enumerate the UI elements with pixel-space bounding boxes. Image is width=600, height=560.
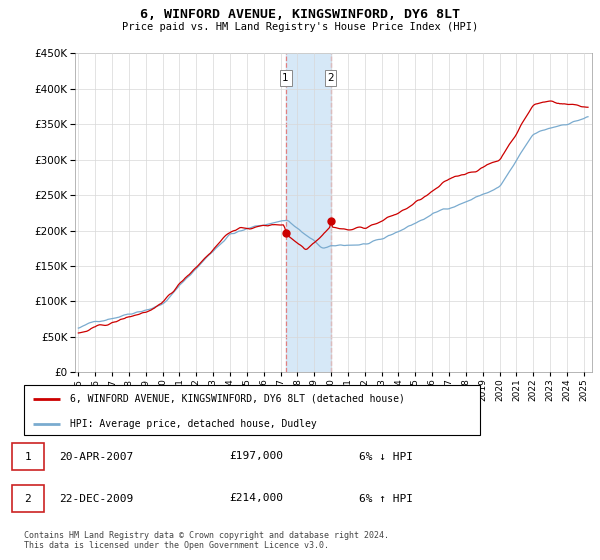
FancyBboxPatch shape xyxy=(12,485,44,512)
Text: 6, WINFORD AVENUE, KINGSWINFORD, DY6 8LT: 6, WINFORD AVENUE, KINGSWINFORD, DY6 8LT xyxy=(140,8,460,21)
Text: 6% ↓ HPI: 6% ↓ HPI xyxy=(359,451,413,461)
Text: HPI: Average price, detached house, Dudley: HPI: Average price, detached house, Dudl… xyxy=(70,419,316,429)
Text: 1: 1 xyxy=(25,451,31,461)
Text: 20-APR-2007: 20-APR-2007 xyxy=(59,451,133,461)
Bar xyxy=(286,53,331,372)
FancyBboxPatch shape xyxy=(12,443,44,470)
Text: Contains HM Land Registry data © Crown copyright and database right 2024.
This d: Contains HM Land Registry data © Crown c… xyxy=(24,531,389,550)
Text: Price paid vs. HM Land Registry's House Price Index (HPI): Price paid vs. HM Land Registry's House … xyxy=(122,22,478,32)
Text: £214,000: £214,000 xyxy=(229,493,283,503)
FancyBboxPatch shape xyxy=(24,385,480,435)
Text: £197,000: £197,000 xyxy=(229,451,283,461)
Text: 2: 2 xyxy=(25,493,31,503)
Text: 6, WINFORD AVENUE, KINGSWINFORD, DY6 8LT (detached house): 6, WINFORD AVENUE, KINGSWINFORD, DY6 8LT… xyxy=(70,394,404,404)
Text: 1: 1 xyxy=(282,73,289,83)
Text: 6% ↑ HPI: 6% ↑ HPI xyxy=(359,493,413,503)
Text: 22-DEC-2009: 22-DEC-2009 xyxy=(59,493,133,503)
Text: 2: 2 xyxy=(327,73,334,83)
